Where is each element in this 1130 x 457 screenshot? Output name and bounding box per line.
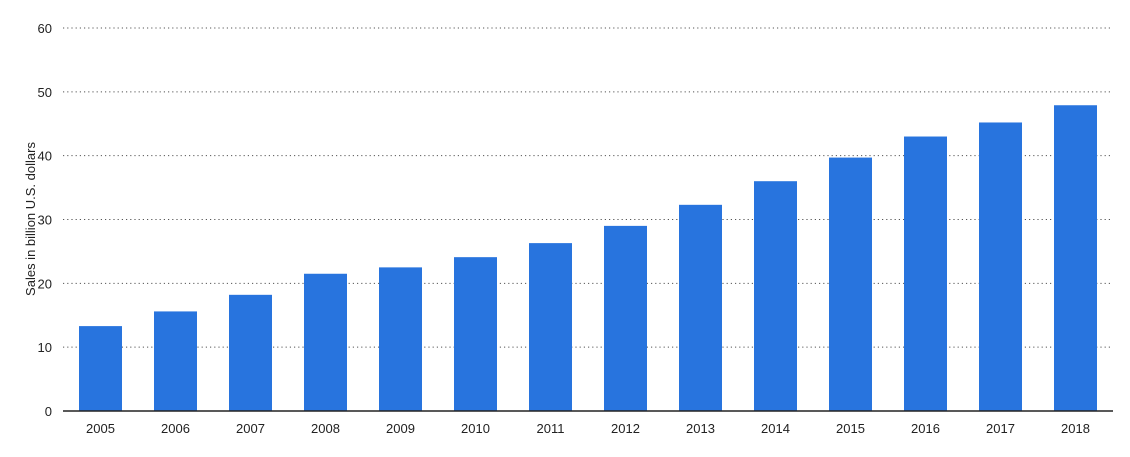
bar-2015[interactable] — [829, 157, 872, 411]
bar-2008[interactable] — [304, 273, 347, 411]
bar-2010[interactable] — [454, 257, 497, 411]
y-tick-label-0: 0 — [45, 404, 52, 419]
y-tick-label-20: 20 — [38, 276, 52, 291]
x-tick-label-2005: 2005 — [86, 421, 115, 436]
y-axis-title: Sales in billion U.S. dollars — [23, 142, 38, 296]
x-tick-label-2014: 2014 — [761, 421, 790, 436]
y-axis-ticks: 0 10 20 30 40 50 60 — [38, 21, 52, 419]
y-tick-label-50: 50 — [38, 85, 52, 100]
x-tick-label-2006: 2006 — [161, 421, 190, 436]
x-tick-label-2013: 2013 — [686, 421, 715, 436]
x-tick-label-2017: 2017 — [986, 421, 1015, 436]
bar-2012[interactable] — [604, 225, 647, 411]
x-tick-label-2009: 2009 — [386, 421, 415, 436]
bar-2011[interactable] — [529, 243, 572, 411]
bar-2014[interactable] — [754, 181, 797, 411]
y-tick-label-30: 30 — [38, 213, 52, 228]
x-tick-label-2008: 2008 — [311, 421, 340, 436]
x-tick-label-2010: 2010 — [461, 421, 490, 436]
x-tick-label-2007: 2007 — [236, 421, 265, 436]
bar-2018[interactable] — [1054, 105, 1097, 411]
bar-2006[interactable] — [154, 311, 197, 411]
x-tick-label-2018: 2018 — [1061, 421, 1090, 436]
bar-2007[interactable] — [229, 294, 272, 411]
gridlines — [63, 27, 1113, 348]
bar-2013[interactable] — [679, 204, 722, 411]
bars — [79, 105, 1097, 412]
x-axis-ticks: 2005 2006 2007 2008 2009 2010 2011 2012 2013 2014… — [86, 421, 1090, 436]
x-tick-label-2015: 2015 — [836, 421, 865, 436]
bar-2016[interactable] — [904, 136, 947, 411]
y-tick-label-60: 60 — [38, 21, 52, 36]
bar-2017[interactable] — [979, 122, 1022, 412]
x-tick-label-2011: 2011 — [537, 421, 565, 436]
x-tick-label-2012: 2012 — [611, 421, 640, 436]
bar-2005[interactable] — [79, 326, 122, 411]
bar-2009[interactable] — [379, 267, 422, 411]
y-tick-label-10: 10 — [38, 340, 52, 355]
x-tick-label-2016: 2016 — [911, 421, 940, 436]
y-tick-label-40: 40 — [38, 149, 52, 164]
